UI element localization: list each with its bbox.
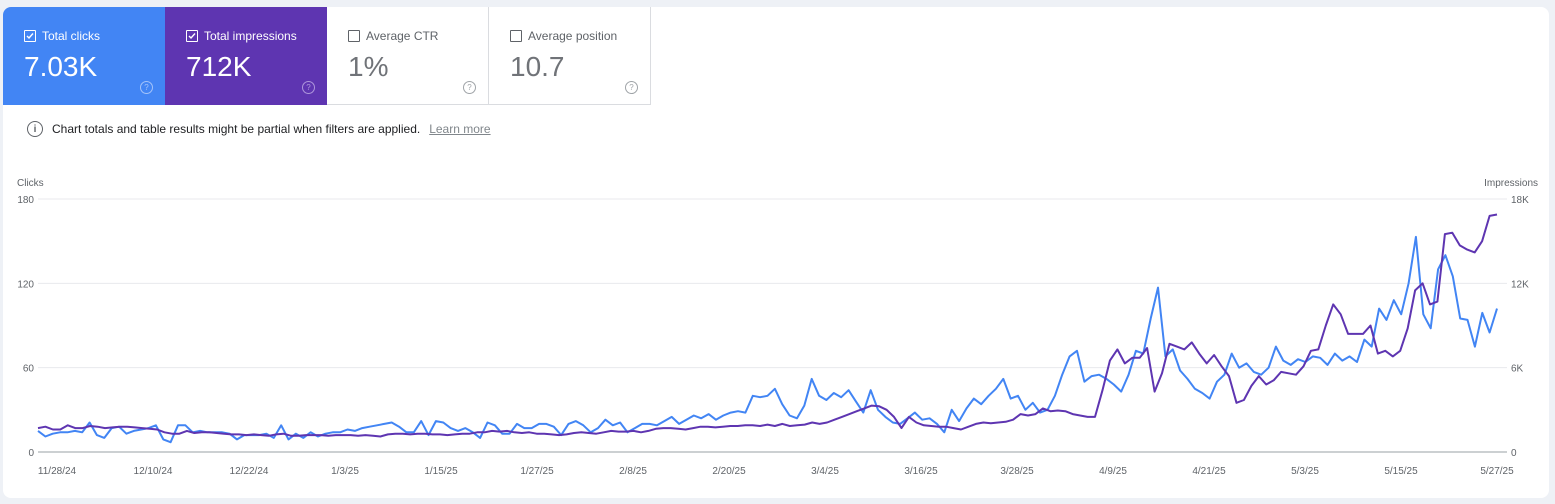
x-tick: 1/3/25 — [331, 466, 359, 477]
filter-notice: i Chart totals and table results might b… — [27, 121, 491, 137]
help-icon[interactable]: ? — [463, 81, 476, 94]
x-tick: 4/9/25 — [1099, 466, 1127, 477]
checkbox-unchecked-icon[interactable] — [348, 30, 360, 42]
help-icon[interactable]: ? — [140, 81, 153, 94]
metric-label: Total impressions — [204, 29, 297, 43]
metric-value: 10.7 — [510, 51, 565, 82]
info-icon: i — [27, 121, 43, 137]
notice-text: Chart totals and table results might be … — [52, 122, 421, 136]
metric-label: Average position — [528, 29, 618, 43]
checkbox-checked-icon[interactable] — [186, 30, 198, 42]
left-axis-title: Clicks — [17, 178, 44, 189]
y-tick-right: 18K — [1511, 195, 1529, 206]
y-tick-left: 120 — [17, 279, 34, 290]
metric-label: Total clicks — [42, 29, 101, 43]
x-tick: 11/28/24 — [38, 466, 77, 477]
y-tick-left: 0 — [28, 448, 34, 459]
metric-average-position[interactable]: Average position 10.7 ? — [489, 7, 651, 105]
y-tick-left: 180 — [17, 195, 34, 206]
y-tick-left: 60 — [23, 364, 35, 375]
performance-card: Total clicks 7.03K ? Total impressions 7… — [3, 7, 1549, 498]
metric-total-clicks[interactable]: Total clicks 7.03K ? — [3, 7, 165, 105]
series-line-impressions — [37, 213, 1498, 438]
x-tick: 1/15/25 — [424, 466, 458, 477]
x-tick: 5/27/25 — [1480, 466, 1514, 477]
metric-label: Average CTR — [366, 29, 439, 43]
y-tick-right: 12K — [1511, 279, 1529, 290]
x-tick: 1/27/25 — [520, 466, 554, 477]
help-icon[interactable]: ? — [625, 81, 638, 94]
right-axis-title: Impressions — [1484, 178, 1538, 189]
metric-value: 712K — [186, 51, 252, 82]
x-tick: 4/21/25 — [1192, 466, 1226, 477]
metric-cards: Total clicks 7.03K ? Total impressions 7… — [3, 7, 651, 105]
help-icon[interactable]: ? — [302, 81, 315, 94]
x-tick: 12/10/24 — [134, 466, 173, 477]
metric-total-impressions[interactable]: Total impressions 712K ? — [165, 7, 327, 105]
x-tick: 3/4/25 — [811, 466, 839, 477]
series-line-clicks — [37, 235, 1498, 444]
x-tick: 3/28/25 — [1000, 466, 1034, 477]
learn-more-link[interactable]: Learn more — [429, 122, 491, 136]
y-tick-right: 6K — [1511, 364, 1524, 375]
x-tick: 2/8/25 — [619, 466, 647, 477]
metric-average-ctr[interactable]: Average CTR 1% ? — [327, 7, 489, 105]
y-tick-right: 0 — [1511, 448, 1517, 459]
x-tick: 3/16/25 — [904, 466, 938, 477]
checkbox-checked-icon[interactable] — [24, 30, 36, 42]
metric-value: 1% — [348, 51, 389, 82]
x-tick: 2/20/25 — [712, 466, 746, 477]
x-tick: 12/22/24 — [230, 466, 269, 477]
x-tick: 5/15/25 — [1384, 466, 1418, 477]
x-tick: 5/3/25 — [1291, 466, 1319, 477]
metric-value: 7.03K — [24, 51, 98, 82]
performance-chart[interactable]: 0 0 60 6K 120 12K 180 18K 11/28/24 12/10/24 12/22/… — [3, 7, 1549, 498]
checkbox-unchecked-icon[interactable] — [510, 30, 522, 42]
